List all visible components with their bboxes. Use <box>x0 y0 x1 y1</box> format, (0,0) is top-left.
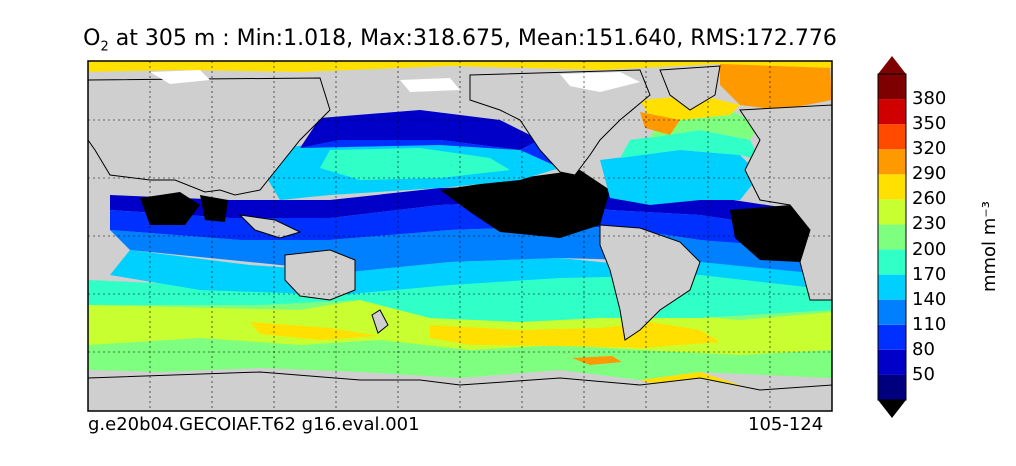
colorbar-tick-label: 80 <box>912 338 935 360</box>
colorbar-tick-label: 140 <box>912 288 947 310</box>
colorbar-segment <box>878 249 906 275</box>
land-indonesia <box>238 214 302 239</box>
sea-ice-arctic <box>150 70 640 92</box>
omz-arabian-sea <box>140 192 200 225</box>
year-range: 105-124 <box>748 414 824 435</box>
land-australia <box>284 249 356 301</box>
title-subscript: 2 <box>100 39 109 55</box>
omz-east-pacific <box>440 170 610 238</box>
chart-title: O2 at 305 m : Min:1.018, Max:318.675, Me… <box>0 26 920 54</box>
colorbar-tick-label: 230 <box>912 213 947 235</box>
colorbar-segment <box>878 324 906 350</box>
colorbar <box>877 56 907 418</box>
colorbar-segment <box>878 274 906 300</box>
colorbar-extend-min <box>878 400 906 418</box>
colorbar-tick-label: 110 <box>912 313 947 335</box>
colorbar-segment <box>878 349 906 375</box>
colorbar-segment <box>878 99 906 125</box>
colorbar-tick-label: 170 <box>912 263 947 285</box>
north-pacific-darkblue <box>300 140 560 168</box>
colorbar-segment <box>878 224 906 250</box>
colorbar-tick-label: 200 <box>912 238 947 260</box>
colorbar-extend-max <box>878 56 906 74</box>
omz-west-africa <box>730 205 810 262</box>
gridlines <box>88 61 832 411</box>
colorbar-segment <box>878 74 906 100</box>
colorbar-unit-label: mmol m⁻³ <box>979 200 1001 293</box>
omz-bay-of-bengal <box>200 195 228 222</box>
land-south-america <box>599 224 701 341</box>
land-greenland <box>659 65 721 111</box>
north-pacific-teal <box>320 148 510 180</box>
title-text: at 305 m : Min:1.018, Max:318.675, Mean:… <box>115 26 837 51</box>
run-name: g.e20b04.GECOIAF.T62 g16.eval.001 <box>88 414 420 435</box>
southern-ocean-yellow-band <box>430 322 720 348</box>
colorbar-tick-label: 260 <box>912 188 947 210</box>
colorbar-segment <box>878 124 906 150</box>
title-variable: O <box>83 26 101 51</box>
colorbar-tick-label: 320 <box>912 138 947 160</box>
colorbar-segment <box>878 299 906 325</box>
colorbar-frame <box>877 73 907 401</box>
north-atlantic-teal <box>620 130 760 160</box>
colorbar-tick-label: 380 <box>912 88 947 110</box>
southern-ocean-yellow-band2 <box>250 322 380 340</box>
land-north-america <box>469 69 651 176</box>
map-frame <box>87 60 833 412</box>
land-new-zealand <box>371 309 389 334</box>
arctic-yellow <box>88 61 832 72</box>
colorbar-tick-label: 350 <box>912 113 947 135</box>
southern-ocean-orange-spot <box>572 356 622 365</box>
colorbar-segment <box>878 149 906 175</box>
greenland-orange <box>640 62 832 135</box>
colorbar-tick-label: 290 <box>912 163 947 185</box>
map-panel <box>87 60 833 412</box>
colorbar-segment <box>878 174 906 200</box>
colorbar-segment <box>878 374 906 400</box>
tropics-darkblue <box>110 200 832 250</box>
north-atlantic-cyan <box>600 150 760 205</box>
colorbar-tick-label: 50 <box>912 363 935 385</box>
colorbar-segment <box>878 199 906 225</box>
